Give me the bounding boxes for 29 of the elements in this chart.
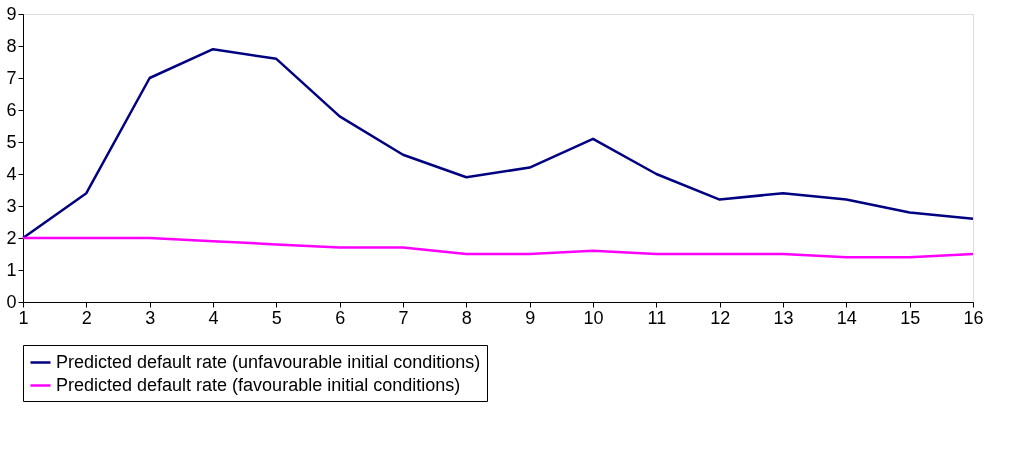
y-tick-label: 5 xyxy=(6,131,17,152)
line-series xyxy=(21,236,975,259)
line-series xyxy=(21,47,975,240)
y-tick-label: 7 xyxy=(6,67,17,88)
x-tick-label: 14 xyxy=(836,307,857,328)
x-tick-label: 2 xyxy=(81,307,92,328)
x-tick-label: 15 xyxy=(900,307,921,328)
y-tick-label: 3 xyxy=(6,195,17,216)
x-tick-label: 11 xyxy=(647,307,667,328)
x-tick-label: 16 xyxy=(963,307,984,328)
x-tick-label: 3 xyxy=(145,307,156,328)
x-tick-label: 10 xyxy=(583,307,604,328)
x-tick-label: 12 xyxy=(710,307,731,328)
x-tick-label: 7 xyxy=(398,307,409,328)
x-tick-label: 6 xyxy=(335,307,346,328)
x-tick-label: 5 xyxy=(271,307,282,328)
y-tick-label: 9 xyxy=(6,3,17,24)
y-tick-label: 2 xyxy=(6,227,17,248)
legend-label: Predicted default rate (unfavourable initial conditions) xyxy=(56,351,481,372)
x-tick-label: 8 xyxy=(461,307,472,328)
x-tick-label: 9 xyxy=(525,307,536,328)
x-tick-label: 13 xyxy=(773,307,794,328)
y-tick-label: 6 xyxy=(6,99,17,120)
y-tick-label: 1 xyxy=(6,259,17,280)
legend-label: Predicted default rate (favourable initial conditions) xyxy=(56,374,461,395)
y-tick-label: 4 xyxy=(6,163,17,184)
y-tick-label: 8 xyxy=(6,35,17,56)
y-tick-label: 0 xyxy=(6,291,17,312)
x-tick-label: 4 xyxy=(208,307,219,328)
